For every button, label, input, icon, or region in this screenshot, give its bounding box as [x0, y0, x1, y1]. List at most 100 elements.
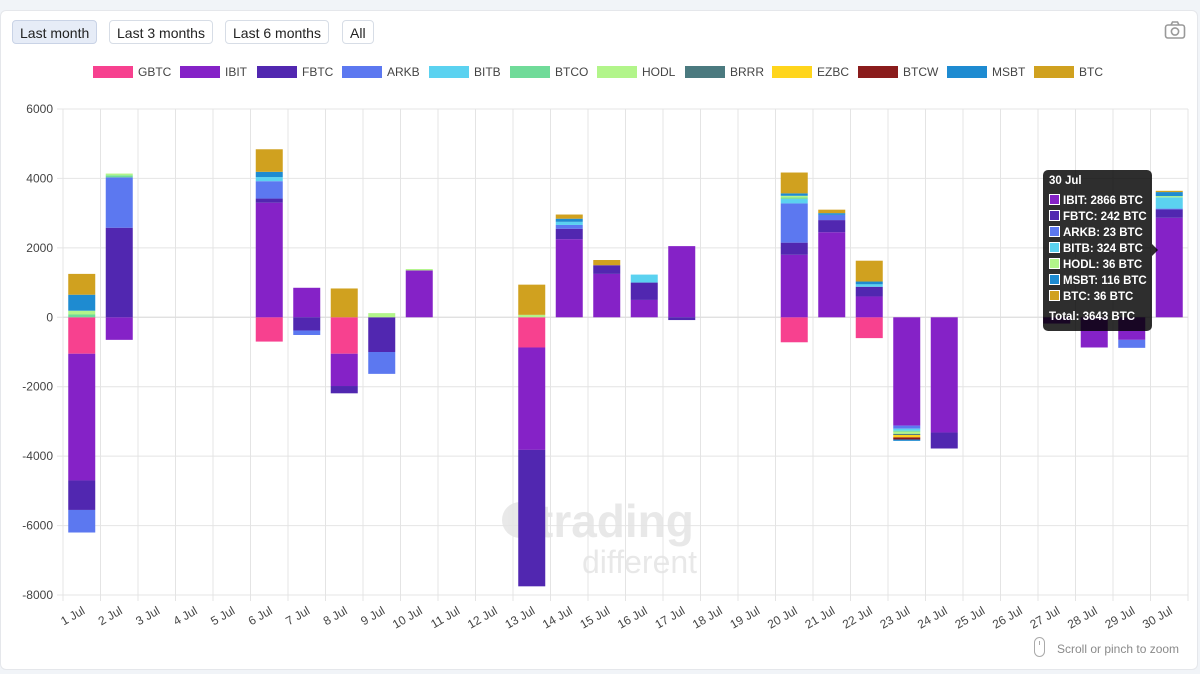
bar-segment-bitb[interactable]: [255, 177, 283, 182]
bar-segment-ezbc[interactable]: [893, 434, 921, 438]
bar-segment-ibit[interactable]: [68, 353, 96, 481]
bar-segment-arkb[interactable]: [293, 330, 321, 335]
bar-segment-ibit[interactable]: [1155, 217, 1183, 318]
bar-segment-btco[interactable]: [780, 197, 808, 199]
bar-segment-fbtc[interactable]: [1155, 209, 1183, 218]
bar-segment-btc[interactable]: [68, 273, 96, 295]
bar-segment-msbt[interactable]: [818, 213, 846, 215]
bar-segment-btco[interactable]: [68, 314, 96, 318]
bar-segment-bitb[interactable]: [855, 284, 883, 287]
bar-segment-ibit[interactable]: [780, 254, 808, 318]
bar-segment-btc[interactable]: [855, 260, 883, 282]
bar-segment-arkb[interactable]: [68, 509, 96, 533]
bar-segment-arkb[interactable]: [368, 352, 396, 374]
bar-segment-hodl[interactable]: [518, 314, 546, 318]
y-tick-label: 0: [46, 310, 53, 324]
bar-segment-bitb[interactable]: [780, 198, 808, 204]
bar-segment-btc[interactable]: [593, 260, 621, 266]
bar-segment-msbt[interactable]: [855, 281, 883, 285]
bar-segment-btcw[interactable]: [893, 437, 921, 440]
bar-segment-fbtc[interactable]: [593, 265, 621, 274]
bar-segment-arkb[interactable]: [1118, 339, 1146, 348]
range-button-last-3-months[interactable]: Last 3 months: [109, 20, 213, 44]
bar-segment-msbt[interactable]: [1155, 192, 1183, 197]
bar-segment-ibit[interactable]: [668, 246, 696, 318]
range-button-all[interactable]: All: [342, 20, 374, 44]
bar-segment-hodl[interactable]: [893, 431, 921, 434]
bar-segment-ibit[interactable]: [593, 273, 621, 318]
range-button-last-month[interactable]: Last month: [12, 20, 98, 44]
bar-segment-hodl[interactable]: [780, 195, 808, 198]
bar-segment-gbtc[interactable]: [330, 317, 358, 354]
bar-segment-bitb[interactable]: [630, 274, 658, 283]
bar-segment-hodl[interactable]: [1155, 196, 1183, 198]
bar-segment-btc[interactable]: [255, 149, 283, 172]
bar-segment-ibit[interactable]: [818, 232, 846, 318]
bar-segment-ibit[interactable]: [330, 353, 358, 387]
bar-segment-msbt[interactable]: [555, 218, 583, 222]
watermark-line2: different: [582, 544, 697, 580]
bar-segment-fbtc[interactable]: [105, 227, 133, 318]
bar-segment-fbtc[interactable]: [855, 286, 883, 297]
bar-segment-hodl[interactable]: [405, 269, 433, 271]
bar-segment-fbtc[interactable]: [368, 317, 396, 352]
range-button-last-6-months[interactable]: Last 6 months: [225, 20, 329, 44]
bar-segment-btco[interactable]: [893, 430, 921, 432]
bar-segment-btc[interactable]: [518, 284, 546, 315]
bar-segment-arkb[interactable]: [818, 214, 846, 221]
bar-segment-msbt[interactable]: [255, 171, 283, 178]
bar-segment-brrr[interactable]: [893, 433, 921, 435]
bar-segment-fbtc[interactable]: [555, 228, 583, 240]
bar-segment-btco[interactable]: [105, 175, 133, 178]
bar-segment-ibit[interactable]: [405, 270, 433, 318]
bar-segment-btc[interactable]: [555, 214, 583, 219]
tooltip-swatch: [1049, 274, 1060, 285]
bar-segment-gbtc[interactable]: [855, 317, 883, 339]
bar-segment-fbtc[interactable]: [780, 242, 808, 255]
bar-segment-fbtc[interactable]: [668, 317, 696, 321]
bar-segment-btc[interactable]: [780, 172, 808, 194]
bar-segment-hodl[interactable]: [68, 310, 96, 315]
bar-segment-gbtc[interactable]: [518, 317, 546, 348]
bar-segment-arkb[interactable]: [105, 177, 133, 228]
bar-segment-ibit[interactable]: [930, 317, 958, 433]
bar-segment-fbtc[interactable]: [930, 432, 958, 449]
bar-segment-ibit[interactable]: [518, 347, 546, 450]
bar-segment-gbtc[interactable]: [255, 317, 283, 342]
bar-segment-fbtc[interactable]: [255, 198, 283, 203]
bar-segment-fbtc[interactable]: [293, 317, 321, 331]
bar-segment-btc[interactable]: [330, 288, 358, 318]
camera-icon[interactable]: [1164, 20, 1186, 40]
bar-segment-btc[interactable]: [818, 209, 846, 214]
bar-segment-msbt[interactable]: [68, 294, 96, 311]
bar-segment-fbtc[interactable]: [630, 282, 658, 300]
bar-segment-ibit[interactable]: [105, 317, 133, 340]
bar-segment-fbtc[interactable]: [68, 480, 96, 510]
bar-segment-ibit[interactable]: [893, 317, 921, 426]
bar-segment-ibit[interactable]: [555, 239, 583, 318]
bar-segment-ibit[interactable]: [630, 299, 658, 318]
bar-segment-ibit[interactable]: [255, 202, 283, 318]
bar-segment-arkb[interactable]: [555, 224, 583, 229]
x-tick-label: 30 Jul: [1140, 603, 1175, 631]
bar-segment-arkb[interactable]: [780, 203, 808, 243]
bar-segment-btc[interactable]: [1155, 190, 1183, 193]
bar-segment-hodl[interactable]: [368, 313, 396, 318]
bar-segment-ibit[interactable]: [855, 296, 883, 318]
bar-segment-ibit[interactable]: [293, 287, 321, 318]
bar-segment-fbtc[interactable]: [818, 220, 846, 233]
bar-segment-arkb[interactable]: [893, 425, 921, 429]
bar-segment-msbt[interactable]: [780, 193, 808, 196]
bar-segment-fbtc[interactable]: [330, 386, 358, 394]
bar-segment-bitb[interactable]: [893, 428, 921, 431]
bar-segment-gbtc[interactable]: [780, 317, 808, 343]
x-tick-label: 17 Jul: [653, 603, 688, 631]
bar-segment-gbtc[interactable]: [68, 317, 96, 354]
bar-segment-msbt[interactable]: [893, 439, 921, 441]
bar-segment-bitb[interactable]: [555, 221, 583, 225]
bar-segment-arkb[interactable]: [255, 181, 283, 199]
bar-segment-hodl[interactable]: [105, 173, 133, 176]
bar-segment-fbtc[interactable]: [518, 449, 546, 587]
bar-segment-arkb[interactable]: [1155, 208, 1183, 210]
bar-segment-bitb[interactable]: [1155, 197, 1183, 209]
